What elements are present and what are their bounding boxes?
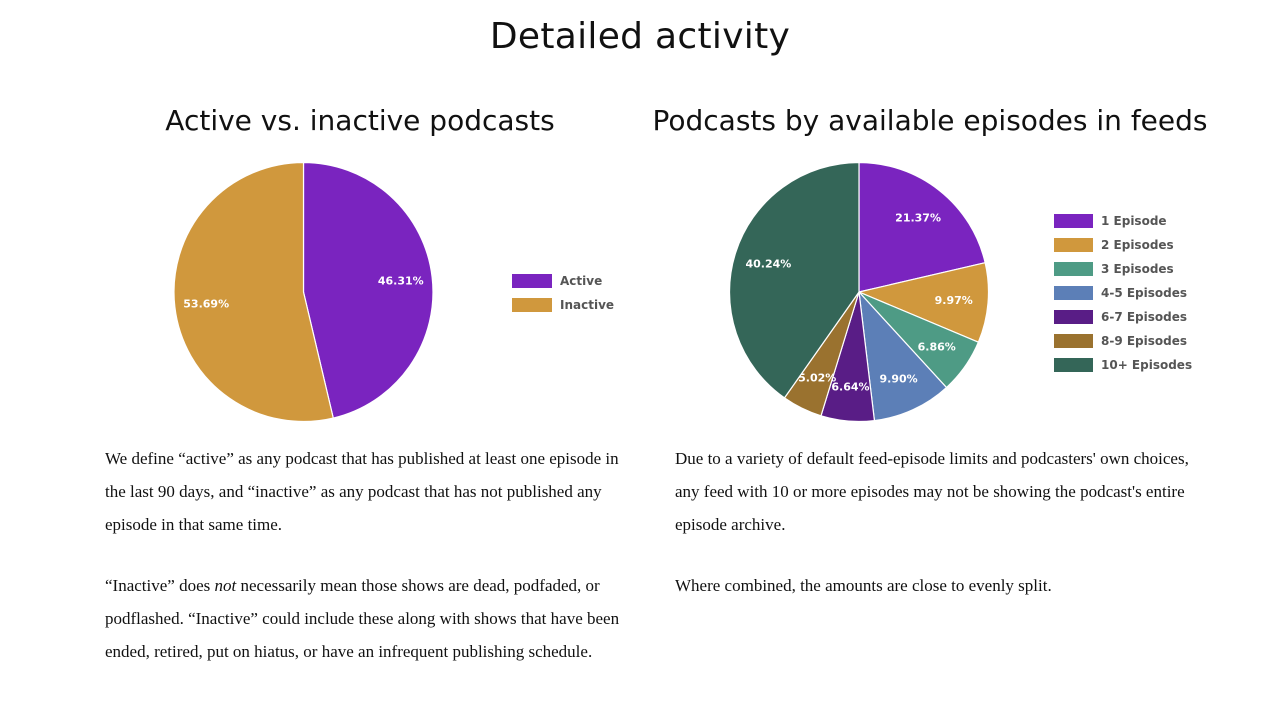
legend-episodes: 1 Episode 2 Episodes 3 Episodes 4-5 Episode… (1054, 214, 1192, 372)
paragraph-inactive-note: “Inactive” does not necessarily mean tho… (105, 569, 625, 668)
legend-swatch-1-episode (1054, 214, 1093, 228)
paragraph-inactive-note-part-2: necessarily mean those shows are dead, p… (105, 576, 620, 661)
legend-swatch-10-episodes (1054, 358, 1093, 372)
slice-label-2-episodes: 9.97% (935, 294, 973, 307)
legend-label-3-episodes: 3 Episodes (1101, 262, 1174, 276)
pie-slice-active (302, 161, 434, 419)
pie-chart-active-inactive: 46.31% 53.69% (173, 161, 434, 423)
slice-label-inactive: 53.69% (183, 297, 229, 310)
pie-slice-inactive (173, 161, 334, 423)
legend-active-inactive: Active Inactive (512, 274, 614, 312)
legend-swatch-active (512, 274, 552, 288)
legend-swatch-8-9-episodes (1054, 334, 1093, 348)
pie-slice-2-episodes (857, 261, 990, 344)
legend-label-1-episode: 1 Episode (1101, 214, 1167, 228)
slice-label-3-episodes: 6.86% (918, 341, 956, 354)
slice-label-4-5-episodes: 9.90% (880, 372, 918, 385)
legend-swatch-3-episodes (1054, 262, 1093, 276)
legend-swatch-6-7-episodes (1054, 310, 1093, 324)
legend-label-10-episodes: 10+ Episodes (1101, 358, 1192, 372)
slice-label-10-episodes: 40.24% (745, 257, 791, 270)
slice-label-8-9-episodes: 5.02% (798, 371, 836, 384)
legend-label-8-9-episodes: 8-9 Episodes (1101, 334, 1187, 348)
legend-label-2-episodes: 2 Episodes (1101, 238, 1174, 252)
pie-slice-10-episodes (728, 161, 860, 399)
legend-swatch-inactive (512, 298, 552, 312)
slice-label-6-7-episodes: 6.64% (831, 381, 869, 394)
legend-label-6-7-episodes: 6-7 Episodes (1101, 310, 1187, 324)
slice-label-1-episode: 21.37% (895, 212, 941, 225)
chart-title-active-inactive: Active vs. inactive podcasts (165, 104, 555, 137)
pie-slice-4-5-episodes (858, 290, 948, 422)
pie-chart-episodes: 21.37% 9.97% 6.86% 9.90% 6.64%5.02% 40.24% (728, 161, 990, 423)
legend-swatch-4-5-episodes (1054, 286, 1093, 300)
page-title: Detailed activity (489, 16, 791, 57)
legend-swatch-2-episodes (1054, 238, 1093, 252)
paragraph-active-definition: We define “active” as any podcast that h… (105, 449, 619, 534)
legend-label-inactive: Inactive (560, 298, 614, 312)
legend-label-active: Active (560, 274, 602, 288)
legend-label-4-5-episodes: 4-5 Episodes (1101, 286, 1187, 300)
slice-label-active: 46.31% (378, 275, 424, 288)
paragraph-inactive-note-emphasis: not (214, 576, 237, 595)
paragraph-inactive-note-part-1: “Inactive” does (105, 576, 215, 595)
paragraph-combined-note: Where combined, the amounts are close to… (675, 576, 1052, 595)
paragraph-feed-limits: Due to a variety of default feed-episode… (675, 449, 1189, 534)
pie-slice-1-episode (858, 161, 986, 293)
chart-title-episodes: Podcasts by available episodes in feeds (652, 104, 1208, 137)
